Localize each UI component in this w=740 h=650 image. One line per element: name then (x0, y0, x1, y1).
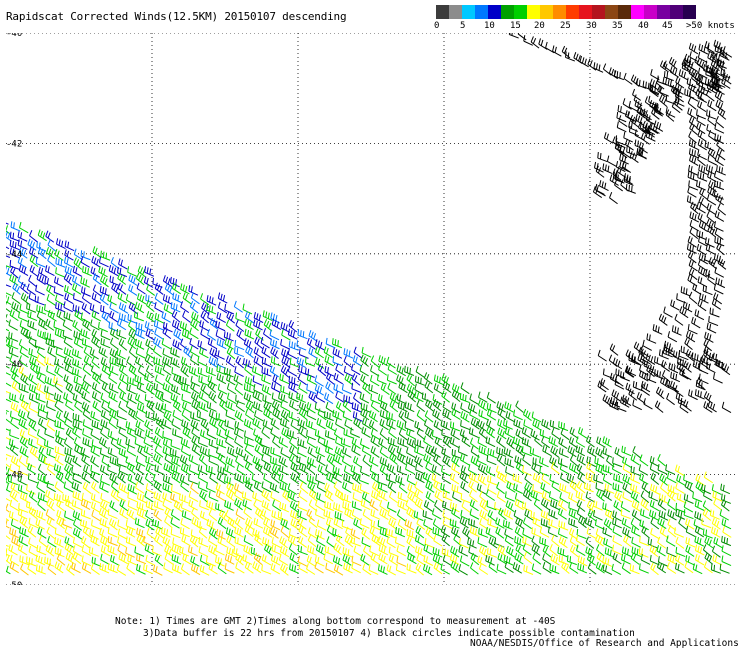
lat-label: -48 (6, 471, 22, 481)
scale-swatch (540, 5, 553, 19)
scale-swatch (579, 5, 592, 19)
scale-swatch (670, 5, 683, 19)
scale-swatch (475, 5, 488, 19)
lat-label: -42 (6, 139, 22, 149)
lat-label: -40 (6, 33, 22, 39)
scale-label: 25 (560, 21, 571, 31)
scale-label: 20 (534, 21, 545, 31)
lat-label: -50 (6, 581, 22, 585)
notes: Note: 1) Times are GMT 2)Times along bot… (115, 616, 635, 640)
scale-swatch (514, 5, 527, 19)
scale-swatch (436, 5, 449, 19)
scale-swatch (566, 5, 579, 19)
scale-label: 15 (510, 21, 521, 31)
wind-speed-color-scale (436, 5, 696, 19)
scale-label: >50 knots (686, 21, 735, 31)
axis-labels: -40-42-44-46-48-509093969910210514:0414:… (6, 33, 22, 585)
credit-line: NOAA/NESDIS/Office of Research and Appli… (470, 638, 739, 649)
scale-label: 45 (662, 21, 673, 31)
scale-label: 0 (434, 21, 440, 31)
scale-swatch (592, 5, 605, 19)
wind-barb-map: -40-42-44-46-48-509093969910210514:0414:… (6, 33, 736, 585)
scale-swatch (527, 5, 540, 19)
scale-label: 30 (586, 21, 597, 31)
scale-label: 40 (638, 21, 649, 31)
scale-swatch (449, 5, 462, 19)
scale-label: 35 (612, 21, 623, 31)
scale-swatch (501, 5, 514, 19)
note-line-2: 3)Data buffer is 22 hrs from 20150107 4)… (143, 628, 635, 639)
scale-label: 10 (484, 21, 495, 31)
wind-speed-scale-labels: 0 5 10 15 20 25 30 35 40 45 >50 knots (432, 21, 740, 33)
lat-label: -44 (6, 250, 22, 260)
lat-label: -46 (6, 360, 22, 370)
scale-swatch (488, 5, 501, 19)
wind-barbs (6, 33, 733, 576)
scale-swatch (683, 5, 696, 19)
scale-swatch (553, 5, 566, 19)
scale-swatch (631, 5, 644, 19)
scale-swatch (644, 5, 657, 19)
scale-swatch (657, 5, 670, 19)
scale-swatch (605, 5, 618, 19)
map-title: Rapidscat Corrected Winds(12.5KM) 201501… (6, 10, 347, 23)
note-line-1: Note: 1) Times are GMT 2)Times along bot… (115, 616, 556, 627)
scale-swatch (462, 5, 475, 19)
scale-label: 5 (460, 21, 466, 31)
scale-swatch (618, 5, 631, 19)
